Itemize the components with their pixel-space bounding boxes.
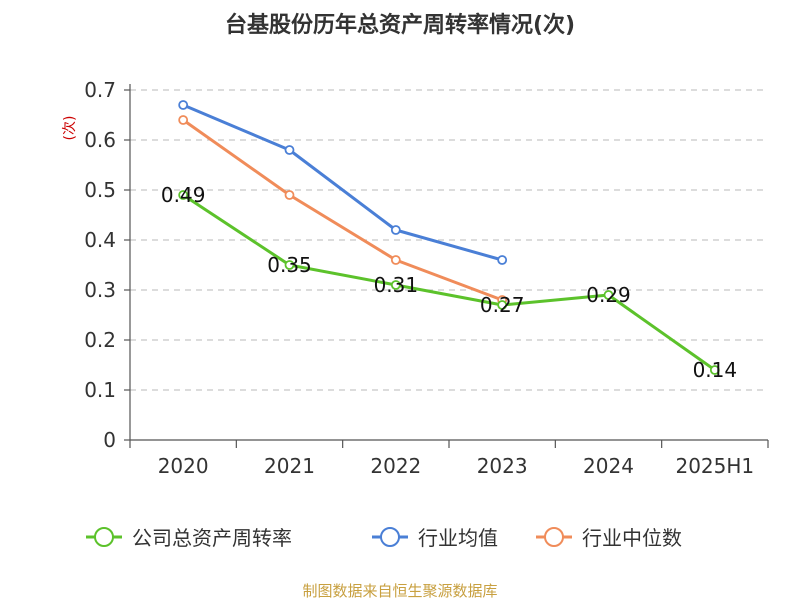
y-tick-label: 0.5 [84,178,116,202]
y-axis-label: (次) [62,116,78,141]
data-point [709,365,720,375]
data-point [178,100,189,110]
legend-label: 行业中位数 [582,526,682,550]
series-2 [178,100,508,265]
data-point [497,300,508,310]
legend-label: 行业均值 [418,526,498,550]
y-tick-label: 0.1 [84,378,116,402]
data-label: 0.14 [693,358,738,382]
data-point [178,115,189,125]
data-label: 0.31 [374,273,419,297]
grid-lines [130,89,768,391]
data-label: 0.29 [586,283,631,307]
data-label: 0.27 [480,293,525,317]
data-point [284,260,295,270]
y-tick-label: 0.3 [84,278,116,302]
data-point [390,225,401,235]
legend-label: 公司总资产周转率 [132,526,292,550]
legend-item: 公司总资产周转率 [86,526,292,550]
y-tick-label: 0.7 [84,78,116,102]
series-line [182,118,503,302]
x-tick-label: 2021 [264,454,315,478]
chart-title: 台基股份历年总资产周转率情况(次) [225,12,575,38]
legend-marker [380,527,400,547]
x-tick-label: 2024 [583,454,634,478]
legend-marker [94,527,114,547]
legend: 公司总资产周转率 行业均值 行业中位数 [86,526,682,550]
data-point [178,190,189,200]
data-point [284,145,295,155]
legend-item: 行业中位数 [536,526,682,550]
data-point [603,290,614,300]
data-point [390,280,401,290]
series-group: 0.49 0.35 0.31 0.27 0.29 0.14 [161,100,737,382]
source-note: 制图数据来自恒生聚源数据库 [302,582,497,600]
x-tick-label: 2025H1 [675,454,754,478]
series-3 [178,115,508,305]
series-1 [178,190,720,375]
data-point [390,255,401,265]
data-point [284,190,295,200]
y-tick-label: 0.2 [84,328,116,352]
series-line [182,103,503,262]
data-label: 0.49 [161,183,206,207]
axes: 0 0.1 0.2 0.3 0.4 0.5 0.6 0.7 2020 2021 2022 2023 20… [84,78,769,478]
y-tick-label: 0 [103,428,116,452]
x-tick-label: 2023 [477,454,528,478]
legend-item: 行业均值 [372,526,498,550]
x-tick-label: 2020 [158,454,209,478]
y-tick-label: 0.6 [84,128,116,152]
data-labels: 0.49 0.35 0.31 0.27 0.29 0.14 [161,183,737,382]
series-line [182,193,716,372]
legend-marker [544,527,564,547]
data-point [497,255,508,265]
data-label: 0.35 [267,253,312,277]
x-tick-label: 2022 [370,454,421,478]
y-tick-label: 0.4 [84,228,116,252]
